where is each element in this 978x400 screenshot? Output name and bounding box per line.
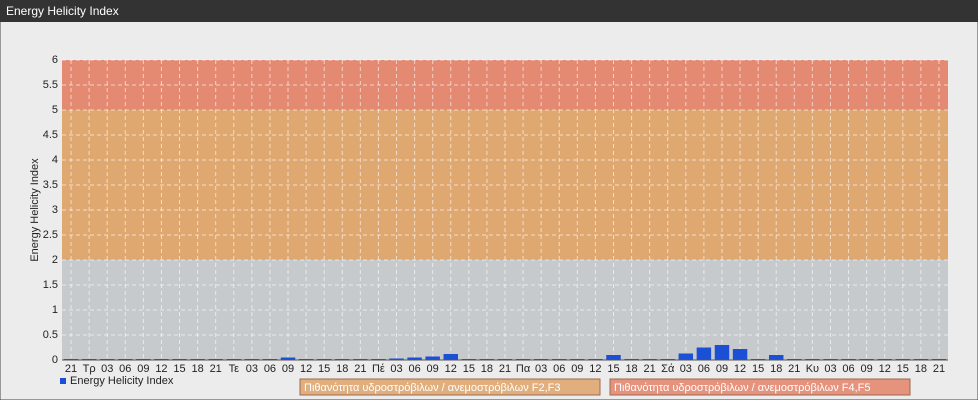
y-tick-label: 3.5 — [43, 179, 58, 191]
band-legend-label: Πιθανότητα υδροστρόβιλων / ανεμοστρόβιλω… — [304, 382, 561, 394]
y-tick-label: 0 — [52, 354, 58, 366]
x-tick-label: 03 — [101, 363, 113, 375]
x-tick-label: 09 — [427, 363, 439, 375]
y-tick-label: 2.5 — [43, 229, 58, 241]
x-tick-label: 06 — [698, 363, 710, 375]
x-tick-label: 03 — [535, 363, 547, 375]
x-tick-label: 06 — [553, 363, 565, 375]
x-tick-label: 12 — [445, 363, 457, 375]
bar — [606, 355, 621, 360]
x-tick-label: 09 — [861, 363, 873, 375]
x-tick-label: Πέ — [372, 363, 385, 375]
x-tick-label: 06 — [264, 363, 276, 375]
x-tick-label: 15 — [173, 363, 185, 375]
band-legend — [609, 378, 911, 396]
x-tick-label: Τε — [229, 363, 240, 375]
bar — [389, 358, 404, 360]
x-tick-label: Κυ — [806, 363, 819, 375]
x-tick-label: 21 — [933, 363, 945, 375]
bar — [425, 356, 440, 360]
x-tick-label: 06 — [119, 363, 131, 375]
x-tick-label: 21 — [499, 363, 511, 375]
y-tick-label: 4 — [52, 154, 58, 166]
y-tick-label: 6 — [52, 54, 58, 66]
x-tick-label: 15 — [752, 363, 764, 375]
bar — [407, 357, 422, 360]
y-tick-label: 0.5 — [43, 329, 58, 341]
x-tick-label: 15 — [607, 363, 619, 375]
x-tick-label: 03 — [680, 363, 692, 375]
header — [0, 0, 978, 22]
x-tick-label: 12 — [879, 363, 891, 375]
x-tick-label: 03 — [246, 363, 258, 375]
y-axis-label: Energy Helicity Index — [29, 158, 41, 262]
bar — [714, 345, 730, 360]
bar — [696, 347, 712, 360]
x-tick-label: 12 — [589, 363, 601, 375]
y-tick-label: 5 — [52, 104, 58, 116]
band-legend-label: Πιθανότητα υδροστρόβιλων / ανεμοστρόβιλω… — [614, 382, 871, 394]
x-tick-label: 15 — [463, 363, 475, 375]
x-tick-label: 09 — [137, 363, 149, 375]
x-tick-label: 18 — [915, 363, 927, 375]
x-tick-label: 15 — [897, 363, 909, 375]
x-tick-label: 21 — [210, 363, 222, 375]
x-tick-label: 18 — [336, 363, 348, 375]
x-tick-label: 09 — [282, 363, 294, 375]
x-tick-label: 06 — [842, 363, 854, 375]
bar — [732, 349, 748, 360]
x-tick-label: 03 — [824, 363, 836, 375]
bar — [768, 355, 784, 360]
x-tick-label: 21 — [788, 363, 800, 375]
x-tick-label: 12 — [734, 363, 746, 375]
x-tick-label: Τρ — [83, 363, 96, 375]
x-tick-label: Πα — [516, 363, 531, 375]
legend-label: Energy Helicity Index — [70, 375, 174, 387]
x-tick-label: 18 — [625, 363, 637, 375]
y-tick-label: 3 — [52, 204, 58, 216]
bar — [678, 353, 694, 360]
bar — [280, 357, 296, 360]
x-tick-label: 12 — [155, 363, 167, 375]
x-tick-label: 18 — [481, 363, 493, 375]
y-tick-label: 1 — [52, 304, 58, 316]
bar — [443, 354, 458, 360]
x-tick-label: Σά — [661, 363, 675, 375]
y-tick-label: 2 — [52, 254, 58, 266]
x-tick-label: 21 — [65, 363, 77, 375]
x-tick-label: 21 — [354, 363, 366, 375]
x-tick-label: 15 — [318, 363, 330, 375]
x-tick-label: 18 — [191, 363, 203, 375]
x-tick-label: 03 — [390, 363, 402, 375]
y-tick-label: 5.5 — [43, 79, 58, 91]
x-tick-label: 12 — [300, 363, 312, 375]
x-tick-label: 06 — [408, 363, 420, 375]
band-legend — [299, 378, 601, 396]
y-tick-label: 1.5 — [43, 279, 58, 291]
x-tick-label: 21 — [644, 363, 656, 375]
x-tick-label: 09 — [571, 363, 583, 375]
chart-title: Energy Helicity Index — [6, 4, 119, 18]
x-tick-label: 18 — [770, 363, 782, 375]
legend-swatch — [60, 378, 66, 384]
x-tick-label: 09 — [716, 363, 728, 375]
y-tick-label: 4.5 — [43, 129, 58, 141]
